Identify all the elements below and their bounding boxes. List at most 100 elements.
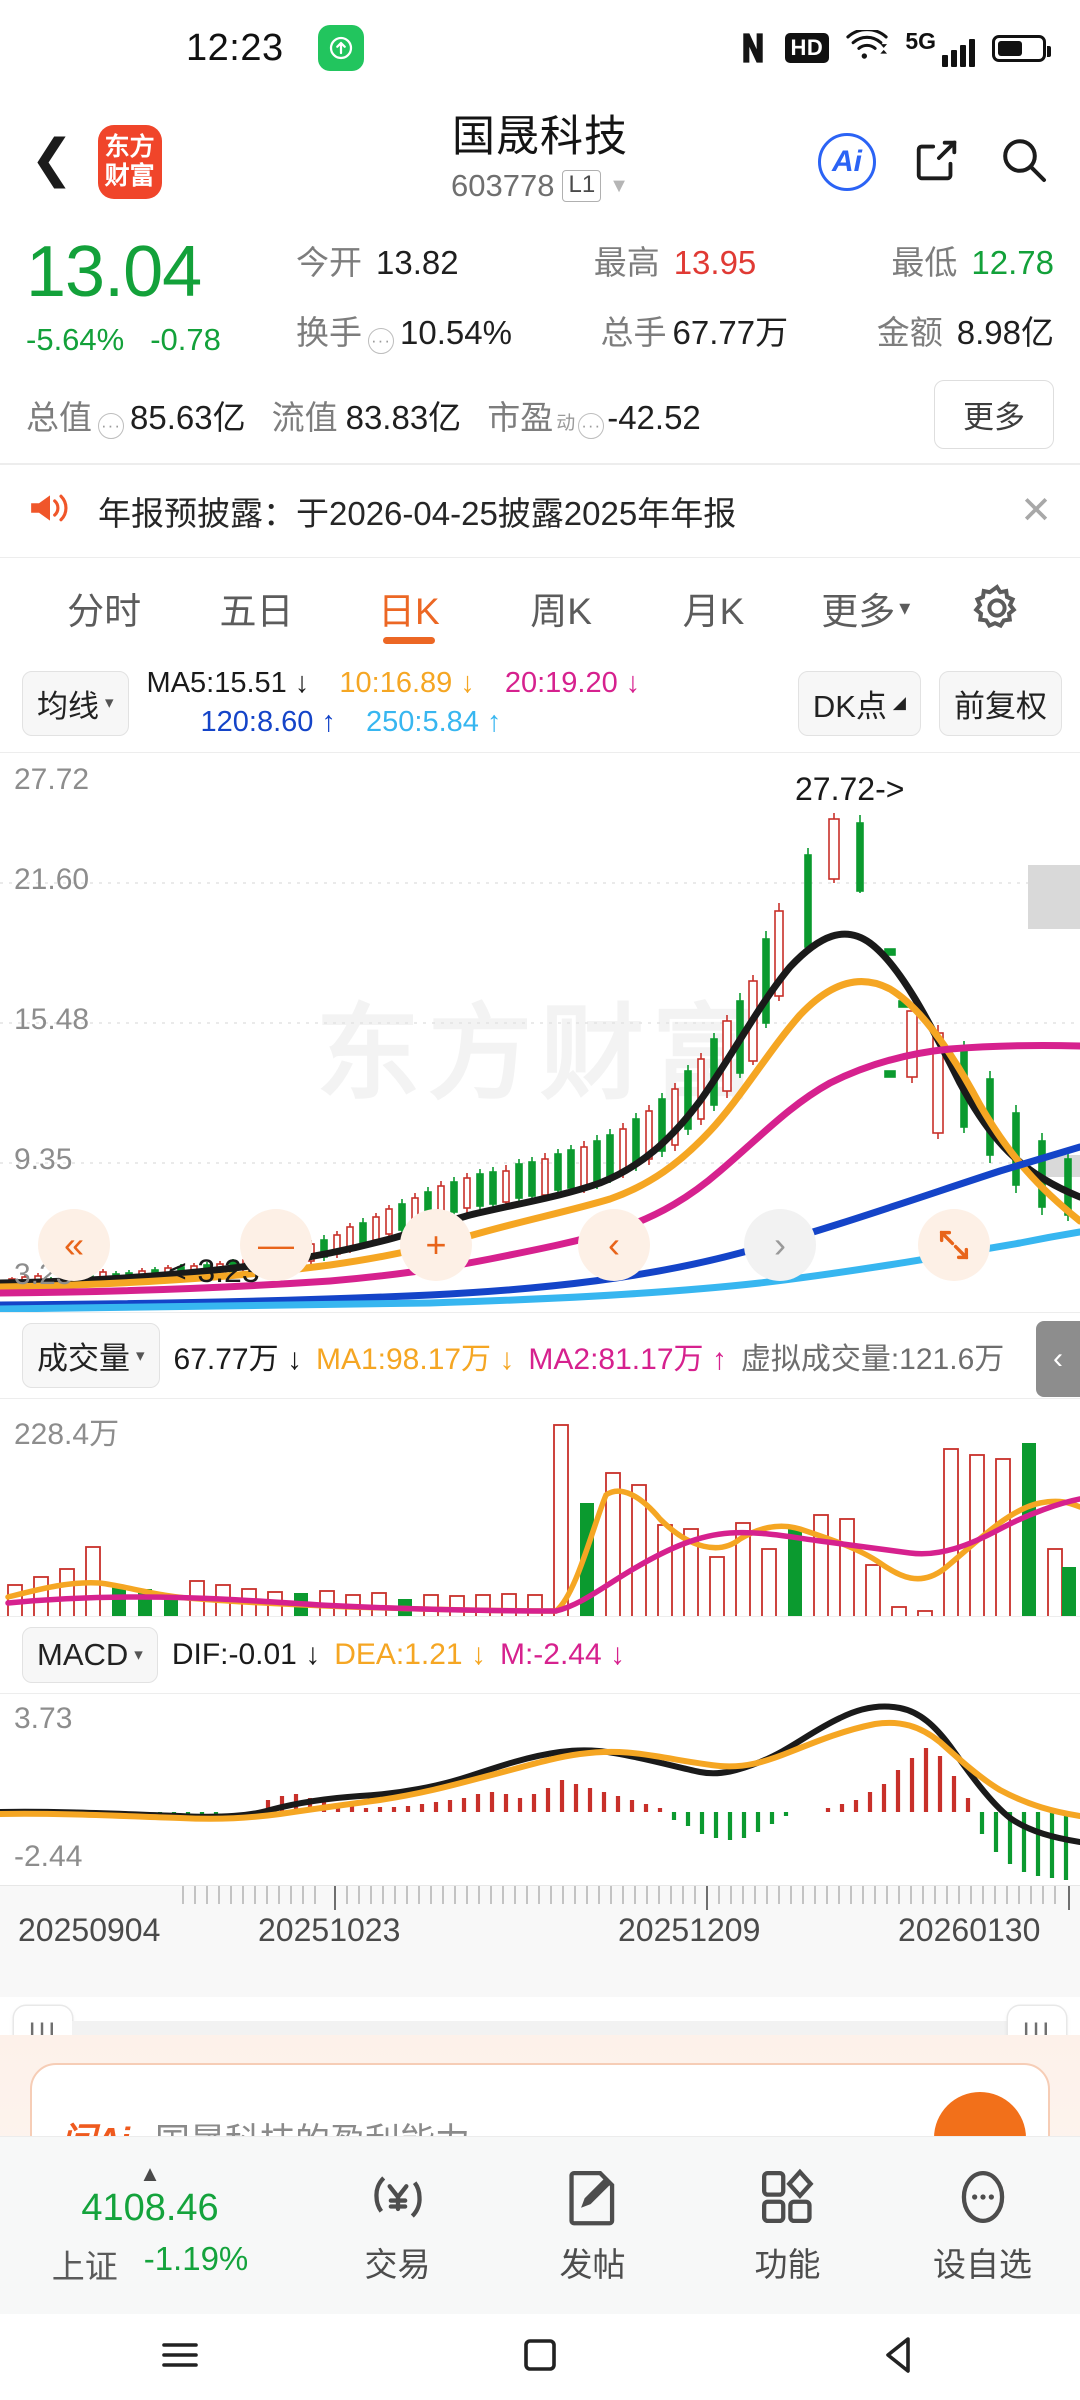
back-button[interactable]: ❮ (30, 130, 74, 188)
back-button[interactable] (876, 2331, 924, 2384)
tab-fenshi[interactable]: 分时 (67, 591, 142, 632)
info-dots-icon[interactable]: ··· (98, 412, 124, 439)
open-label: 今开 (296, 244, 362, 281)
nav-item-post[interactable]: 发帖 (495, 2166, 690, 2286)
dk-point-button[interactable]: DK点 ◢ (797, 670, 921, 736)
upload-chip-icon (317, 25, 364, 71)
volume-value: 67.77万 ↓ (173, 1342, 302, 1376)
nav-label-functions: 功能 (754, 2245, 821, 2283)
collapse-up-icon[interactable]: ▲ (139, 2161, 161, 2186)
speaker-icon (28, 490, 72, 531)
gear-icon (973, 584, 1017, 629)
macd-dif: DIF:-0.01 ↓ (171, 1638, 321, 1672)
date-label-3: 20260130 (898, 1912, 1041, 1949)
tab-wuri[interactable]: 五日 (219, 591, 294, 632)
volume-chart-panel[interactable]: 228.4万 (0, 1398, 1080, 1618)
floatcap-value: 83.83亿 (345, 398, 462, 436)
adjustment-button[interactable]: 前复权 (939, 670, 1062, 736)
recents-button[interactable] (156, 2331, 204, 2384)
macd-indicator-selector[interactable]: MACD ▾ (22, 1627, 158, 1684)
low-value: 12.78 (971, 244, 1054, 281)
tab-dayk[interactable]: 日K (333, 558, 485, 658)
zoom-in-icon[interactable]: + (400, 1209, 472, 1282)
status-bar-icons: HD 5G (738, 27, 1051, 67)
nfc-icon (738, 31, 768, 65)
macd-chart-svg (0, 1703, 1080, 1881)
amount-value: 8.98亿 (956, 314, 1054, 351)
status-bar-clock: 12:23 (186, 26, 284, 69)
quote-stats-row3: 总值 ··· 85.63亿 流值 83.83亿 市盈 动 ··· -42.52 … (26, 380, 1054, 449)
change-absolute: -0.78 (150, 322, 221, 357)
amount-label: 金额 (876, 314, 943, 351)
app-header: ❮ 东方 财富 国晟科技 603778 L1 ▼ Ai (0, 96, 1080, 228)
menu-icon (162, 2342, 198, 2367)
turnover-value: 10.54% (400, 314, 512, 351)
index-widget[interactable]: ▲ 4108.46 上证 -1.19% (0, 2163, 300, 2288)
nav-label-trade: 交易 (364, 2245, 431, 2283)
page-title: 国晟科技 (452, 113, 628, 161)
price-chart-svg (0, 813, 1080, 1313)
info-dots-icon[interactable]: ··· (578, 412, 605, 439)
ma10-value: 10:16.89 ↓ (339, 667, 475, 699)
nav-label-post: 发帖 (559, 2245, 626, 2283)
rewind-icon[interactable]: « (38, 1209, 110, 1282)
date-label-1: 20251023 (258, 1912, 401, 1949)
chart-settings-button[interactable] (942, 558, 1052, 658)
stock-code-row[interactable]: 603778 L1 ▼ (451, 168, 629, 204)
nav-item-functions[interactable]: 功能 (690, 2166, 885, 2286)
ai-assistant-button[interactable]: Ai (818, 133, 876, 191)
info-dots-icon[interactable]: ··· (368, 328, 394, 354)
macd-m: M:-2.44 ↓ (499, 1638, 625, 1672)
chevron-down-icon: ▾ (134, 1645, 143, 1665)
pe-value: -42.52 (607, 398, 701, 436)
home-square-icon (524, 2338, 556, 2371)
date-axis: 20250904 20251023 20251209 20260130 (0, 1885, 1080, 1998)
nav-item-trade[interactable]: 交易 (300, 2166, 495, 2286)
battery-icon (992, 34, 1051, 62)
home-button[interactable] (516, 2331, 564, 2384)
date-axis-ticks (0, 1886, 1080, 1911)
expand-icon[interactable] (918, 1209, 990, 1282)
quote-main: 13.04 -5.64% -0.78 (26, 236, 296, 358)
next-icon[interactable]: › (744, 1209, 816, 1282)
ma-selector-label: 均线 (37, 688, 99, 724)
grid-icon (761, 2168, 814, 2223)
back-triangle-icon (886, 2336, 910, 2373)
date-label-0: 20250904 (18, 1912, 161, 1949)
prev-icon[interactable]: ‹ (578, 1209, 650, 1282)
brand-logo-line2: 财富 (104, 162, 155, 190)
status-bar: 12:23 HD 5G (0, 0, 1080, 96)
ma5-value: MA5:15.51 ↓ (146, 667, 310, 699)
volume-indicator-selector[interactable]: 成交量 ▾ (22, 1323, 160, 1389)
quote-panel: 13.04 -5.64% -0.78 今开 13.82 最高 13.95 最低 … (0, 228, 1080, 463)
price-chart-panel[interactable]: 东方财富 (0, 752, 1080, 1313)
tab-weekk[interactable]: 周K (530, 591, 592, 632)
nav-item-watchlist[interactable]: 设自选 (885, 2166, 1080, 2286)
tab-more[interactable]: 更多 ▾ (790, 558, 942, 658)
android-navigation-bar (0, 2314, 1080, 2400)
brand-logo[interactable]: 东方 财富 (97, 125, 162, 199)
volume-value: 67.77万 (672, 314, 789, 351)
close-icon[interactable]: ✕ (1020, 489, 1052, 532)
index-percent: -1.19% (143, 2240, 249, 2277)
volume-ma1: MA1:98.17万 ↓ (315, 1342, 515, 1376)
stock-code: 603778 (451, 168, 555, 203)
ma-selector[interactable]: 均线 ▾ (22, 670, 129, 736)
share-icon[interactable] (912, 135, 962, 190)
collapse-left-icon[interactable]: ‹ (1036, 1321, 1080, 1398)
macd-chart-panel[interactable]: 3.73 -2.44 (0, 1693, 1080, 1885)
chevron-down-icon: ▾ (136, 1345, 145, 1365)
announcement-banner[interactable]: 年报预披露：于2026-04-25披露2025年年报 ✕ (0, 465, 1080, 557)
tab-monthk[interactable]: 月K (682, 591, 745, 632)
more-dots-icon (961, 2170, 1004, 2223)
more-button[interactable]: 更多 (934, 380, 1054, 449)
volume-header: 成交量 ▾ 67.77万 ↓ MA1:98.17万 ↓ MA2:81.17万 ↑… (0, 1312, 1080, 1398)
chevron-down-icon: ▾ (105, 693, 114, 713)
virtual-volume: 虚拟成交量:121.6万 (740, 1342, 1005, 1376)
search-icon[interactable] (998, 134, 1050, 191)
moving-average-bar: 均线 ▾ MA5:15.51 ↓ 10:16.89 ↓ 20:19.20 ↓ 1… (0, 658, 1080, 752)
pe-label: 市盈 (487, 398, 554, 436)
zoom-out-icon[interactable]: — (240, 1209, 312, 1282)
low-label: 最低 (891, 244, 958, 281)
volume-selector-label: 成交量 (37, 1341, 130, 1377)
